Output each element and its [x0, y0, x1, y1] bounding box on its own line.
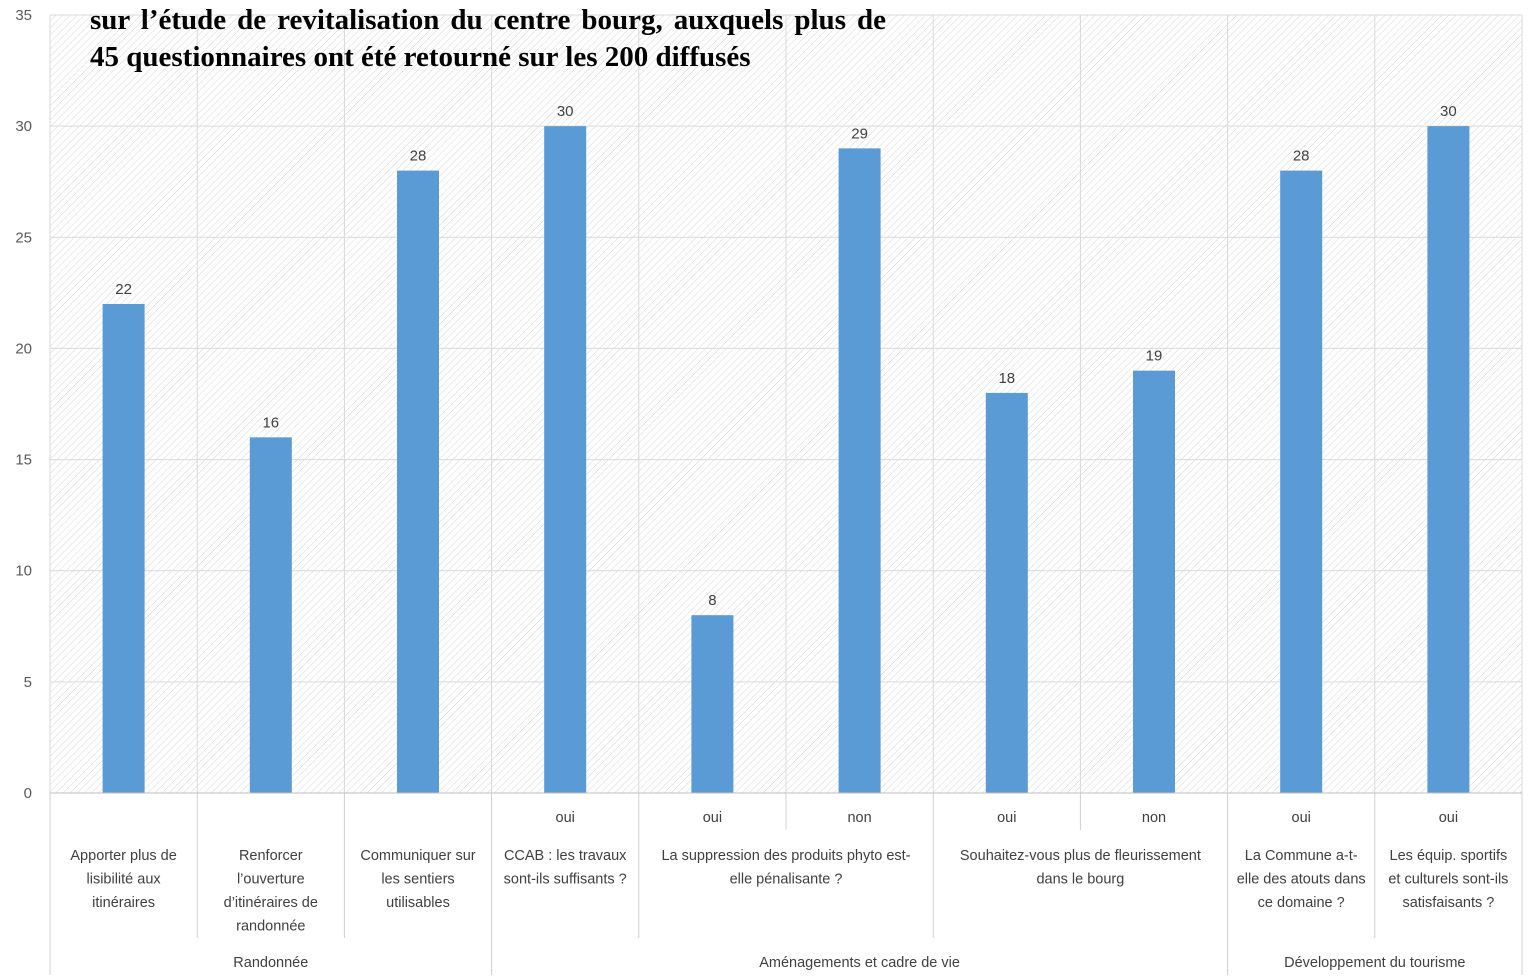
x-level1-label: oui [703, 810, 722, 826]
data-label: 16 [262, 414, 279, 431]
x-level2-label: randonnée [236, 919, 305, 935]
x-level3-label: Randonnée [233, 955, 308, 971]
x-axis: oui oui non oui non oui oui Apporter plus de lis… [49, 792, 1523, 975]
x-level2-label: Communiquer sur [360, 848, 475, 864]
bar [1133, 370, 1175, 793]
bar [691, 615, 734, 793]
y-tick-label: 15 [15, 452, 32, 469]
y-tick-label: 30 [15, 118, 32, 135]
x-level2-label: Souhaitez-vous plus de fleurissement [960, 848, 1201, 864]
x-level2-label: La Commune a-t- [1245, 848, 1358, 864]
x-level2-label: l’ouverture [237, 872, 305, 888]
bar [249, 437, 292, 793]
x-level2-label: elle des atouts dans [1237, 872, 1366, 888]
y-tick-label: 0 [24, 785, 32, 802]
x-level2-label: elle pénalisante ? [730, 872, 843, 888]
x-level2-label: d’itinéraires de [224, 895, 318, 911]
bars: 22 16 28 30 8 29 18 19 28 30 [102, 103, 1470, 794]
x-level2-label: les sentiers [381, 872, 454, 888]
data-label: 29 [851, 125, 868, 142]
bar [1280, 170, 1323, 794]
bar [544, 126, 587, 793]
x-level2-label: Apporter plus de [70, 848, 176, 864]
bar [102, 303, 145, 793]
data-label: 30 [1440, 103, 1457, 120]
x-level1-label: non [847, 810, 871, 826]
y-tick-label: 20 [15, 340, 32, 357]
data-label: 18 [998, 370, 1015, 387]
bar [838, 148, 881, 793]
data-label: 28 [410, 148, 427, 165]
x-level2-label: ce domaine ? [1258, 895, 1345, 911]
x-level2-label: utilisables [386, 895, 450, 911]
x-level2-label: et culturels sont-ils [1388, 872, 1508, 888]
x-level2-label: satisfaisants ? [1402, 895, 1494, 911]
data-label: 28 [1293, 148, 1310, 165]
data-label: 22 [115, 281, 132, 298]
x-level1-label: oui [556, 810, 575, 826]
x-level1-label: oui [1439, 810, 1458, 826]
x-level2-label: CCAB : les travaux [504, 848, 627, 864]
y-tick-label: 5 [24, 674, 32, 691]
x-level3-label: Aménagements et cadre de vie [759, 955, 960, 971]
x-level2-label: sont-ils suffisants ? [504, 872, 627, 888]
y-axis: 0 5 10 15 20 25 30 35 [15, 7, 32, 802]
x-level2-label: lisibilité aux [87, 872, 162, 888]
x-level2-label: dans le bourg [1036, 872, 1124, 888]
y-tick-label: 25 [15, 229, 32, 246]
bar [985, 392, 1028, 793]
x-level1-label: non [1142, 810, 1166, 826]
x-level2-label: itinéraires [92, 895, 155, 911]
chart-title: sur l’étude de revitalisation du centre … [90, 4, 886, 73]
bar [397, 170, 439, 794]
data-label: 19 [1146, 348, 1163, 365]
x-level2-label: Renforcer [239, 848, 303, 864]
x-level1-label: oui [1292, 810, 1311, 826]
x-level1-label: oui [997, 810, 1016, 826]
x-level3-label: Développement du tourisme [1284, 955, 1465, 971]
x-level2-label: Les équip. sportifs [1390, 848, 1508, 864]
data-label: 8 [708, 592, 716, 609]
y-tick-label: 10 [15, 563, 32, 580]
gridlines [49, 14, 1523, 794]
data-label: 30 [557, 103, 574, 120]
y-tick-label: 35 [15, 7, 32, 24]
x-level2-label: La suppression des produits phyto est- [661, 848, 910, 864]
bar [1427, 126, 1470, 793]
